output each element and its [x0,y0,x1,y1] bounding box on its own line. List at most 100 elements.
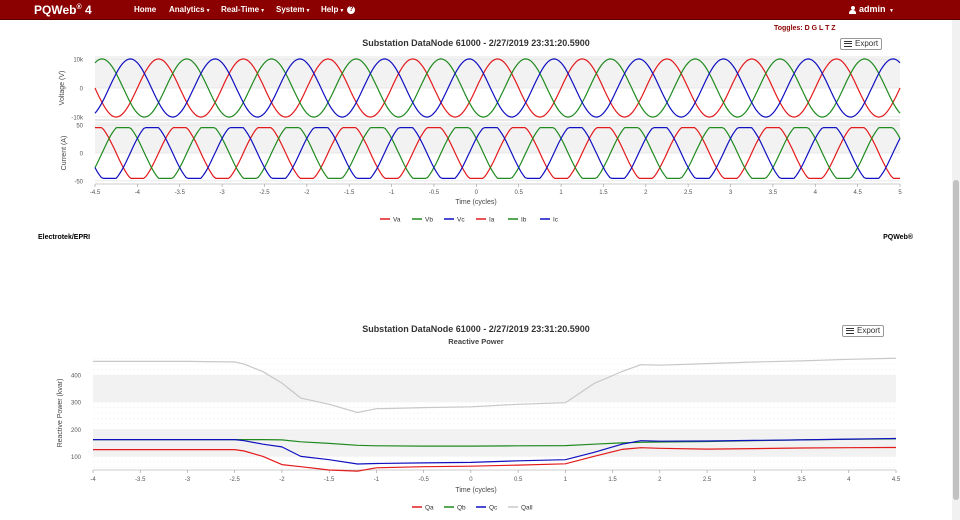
x-tick-label: 2 [658,477,662,483]
x-tick-label: 0 [475,190,479,196]
footer-right-credit: PQWeb® [883,234,913,241]
legend-item-qb: Qb [457,505,466,512]
y-tick-label: 0 [80,87,84,93]
x-tick-label: 1.5 [608,477,617,483]
series-ib [94,127,901,179]
x-tick-label: 2.5 [703,477,712,483]
x-tick-label: -3.5 [135,477,146,483]
x-axis-label: Time (cycles) [455,487,496,494]
x-tick-label: 0.5 [514,477,523,483]
legend-item-ic: Ic [553,217,559,224]
plot-band [95,56,900,88]
x-tick-label: -2 [279,477,285,483]
top-navbar: PQWeb® 4 Home Analytics▼ Real-Time▼ Syst… [0,0,960,20]
x-tick-label: 3.5 [797,477,806,483]
legend-item-ia: Ia [489,217,495,224]
scrollbar-thumb[interactable] [953,180,959,500]
y-tick-label: 200 [71,428,82,434]
chart-title: Substation DataNode 61000 - 2/27/2019 23… [362,38,590,48]
x-tick-label: 4 [847,477,851,483]
y-tick-label: 100 [71,455,82,461]
x-tick-label: -1 [374,477,380,483]
x-tick-label: 3.5 [769,190,778,196]
caret-down-icon: ▼ [205,8,211,14]
y-tick-label: 400 [71,374,82,380]
caret-down-icon: ▼ [339,8,345,14]
legend-item-qall: Qall [521,505,533,512]
legend-item-qc: Qc [489,505,498,512]
y-tick-label: 10k [73,58,84,64]
nav-analytics[interactable]: Analytics▼ [169,5,211,14]
y-tick-label: 50 [76,124,83,130]
x-tick-label: 5 [898,190,902,196]
x-tick-label: 2.5 [684,190,693,196]
x-tick-label: 1.5 [599,190,608,196]
legend-item-ib: Ib [521,217,527,224]
y-tick-label: 0 [80,152,84,158]
nav-home[interactable]: Home [134,5,157,14]
x-tick-label: -1 [389,190,395,196]
y-tick-label: 300 [71,401,82,407]
y-tick-label: -50 [74,179,83,185]
nav-help[interactable]: Help▼? [321,5,356,14]
x-tick-label: 4.5 [853,190,862,196]
x-tick-label: 0.5 [515,190,524,196]
x-tick-label: 4 [814,190,818,196]
x-tick-label: -1.5 [324,477,335,483]
chart-subtitle: Reactive Power [448,337,504,346]
x-tick-label: 3 [753,477,757,483]
x-tick-label: -0.5 [418,477,429,483]
menu-icon [846,327,854,334]
export-button-waveform[interactable]: Export [840,38,882,50]
x-tick-label: -3.5 [175,190,186,196]
legend-item-vb: Vb [425,217,433,224]
series-qa [93,446,897,472]
menu-icon [844,40,852,47]
export-button-reactive[interactable]: Export [842,325,884,337]
toggles-label[interactable]: Toggles: D G L T Z [774,25,836,32]
page-scrollbar[interactable] [952,20,960,520]
x-tick-label: 2 [644,190,648,196]
legend-item-vc: Vc [457,217,465,224]
x-tick-label: 3 [729,190,733,196]
series-ia [95,127,900,179]
x-tick-label: -4.5 [90,190,101,196]
x-tick-label: -2 [304,190,310,196]
caret-down-icon: ▼ [889,8,894,14]
x-tick-label: -2.5 [230,477,241,483]
waveform-chart: Substation DataNode 61000 - 2/27/2019 23… [59,38,902,224]
x-tick-label: -3 [219,190,225,196]
series-qb [93,438,897,447]
x-tick-label: -2.5 [259,190,270,196]
nav-real-time[interactable]: Real-Time▼ [221,5,266,14]
x-tick-label: 4.5 [892,477,901,483]
x-tick-label: -4 [90,477,96,483]
legend-item-qa: Qa [425,505,434,512]
y-axis-label: Current (A) [61,136,68,171]
user-icon [849,5,857,14]
legend-item-va: Va [393,217,401,224]
caret-down-icon: ▼ [305,8,311,14]
brand-logo[interactable]: PQWeb® 4 [34,3,92,17]
footer-left-credit: Electrotek/EPRI [38,234,91,241]
y-axis-label: Reactive Power (kvar) [57,379,64,448]
x-tick-label: -0.5 [429,190,440,196]
user-menu[interactable]: admin ▼ [849,4,894,14]
series-vc [94,58,901,118]
series-qc [93,437,897,465]
nav-system[interactable]: System▼ [276,5,311,14]
x-tick-label: 1 [559,190,563,196]
series-ic [94,127,901,179]
x-tick-label: 0 [469,477,473,483]
x-tick-label: 1 [564,477,568,483]
help-icon: ? [347,5,356,14]
plot-band [93,375,896,403]
x-axis-label: Time (cycles) [455,199,496,206]
x-tick-label: -4 [135,190,141,196]
caret-down-icon: ▼ [260,8,266,14]
y-tick-label: -10k [71,115,84,121]
x-tick-label: -3 [185,477,191,483]
y-axis-label: Voltage (V) [59,71,66,106]
x-tick-label: -1.5 [344,190,355,196]
series-qall [93,357,897,414]
